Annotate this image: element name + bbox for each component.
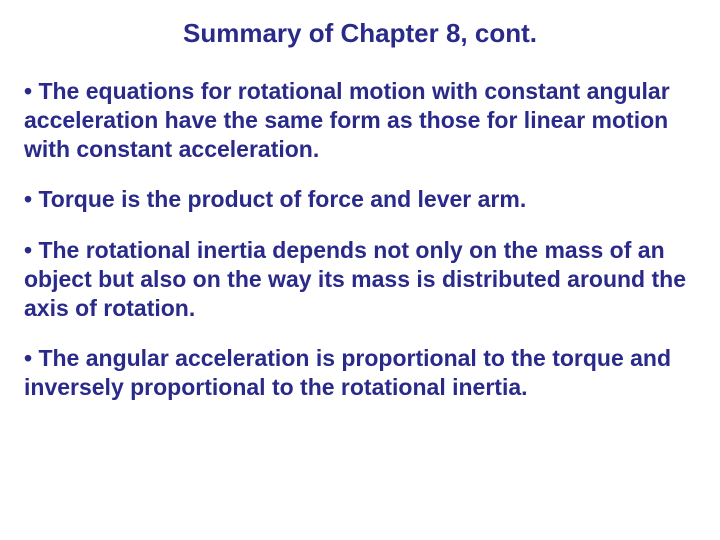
bullet-point: • The equations for rotational motion wi… [24, 77, 696, 163]
bullet-point: • Torque is the product of force and lev… [24, 185, 696, 214]
bullet-point: • The rotational inertia depends not onl… [24, 236, 696, 322]
bullet-point: • The angular acceleration is proportion… [24, 344, 696, 402]
slide-title: Summary of Chapter 8, cont. [24, 18, 696, 49]
